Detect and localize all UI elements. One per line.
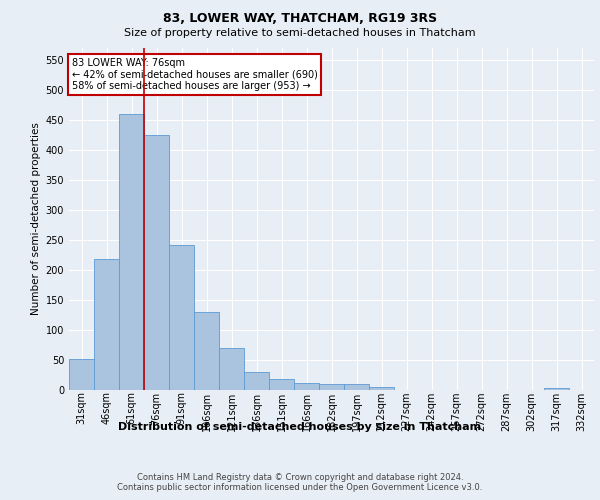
Bar (294, 383, 319, 390)
Bar (269, 379, 294, 390)
Text: 83 LOWER WAY: 76sqm
← 42% of semi-detached houses are smaller (690)
58% of semi-: 83 LOWER WAY: 76sqm ← 42% of semi-detach… (71, 58, 317, 91)
Bar (69, 359, 94, 390)
Bar (219, 348, 244, 390)
Bar (369, 387, 394, 390)
Bar (544, 388, 569, 390)
Y-axis label: Number of semi-detached properties: Number of semi-detached properties (31, 122, 41, 315)
Bar (144, 134, 169, 390)
Bar (169, 244, 194, 390)
Bar (344, 384, 369, 390)
Bar (319, 384, 344, 390)
Text: Size of property relative to semi-detached houses in Thatcham: Size of property relative to semi-detach… (124, 28, 476, 38)
Bar (244, 372, 269, 390)
Text: 83, LOWER WAY, THATCHAM, RG19 3RS: 83, LOWER WAY, THATCHAM, RG19 3RS (163, 12, 437, 26)
Text: Distribution of semi-detached houses by size in Thatcham: Distribution of semi-detached houses by … (118, 422, 482, 432)
Bar (194, 312, 219, 390)
Bar (94, 259, 119, 390)
Bar (119, 114, 144, 390)
Text: Contains HM Land Registry data © Crown copyright and database right 2024.
Contai: Contains HM Land Registry data © Crown c… (118, 472, 482, 492)
